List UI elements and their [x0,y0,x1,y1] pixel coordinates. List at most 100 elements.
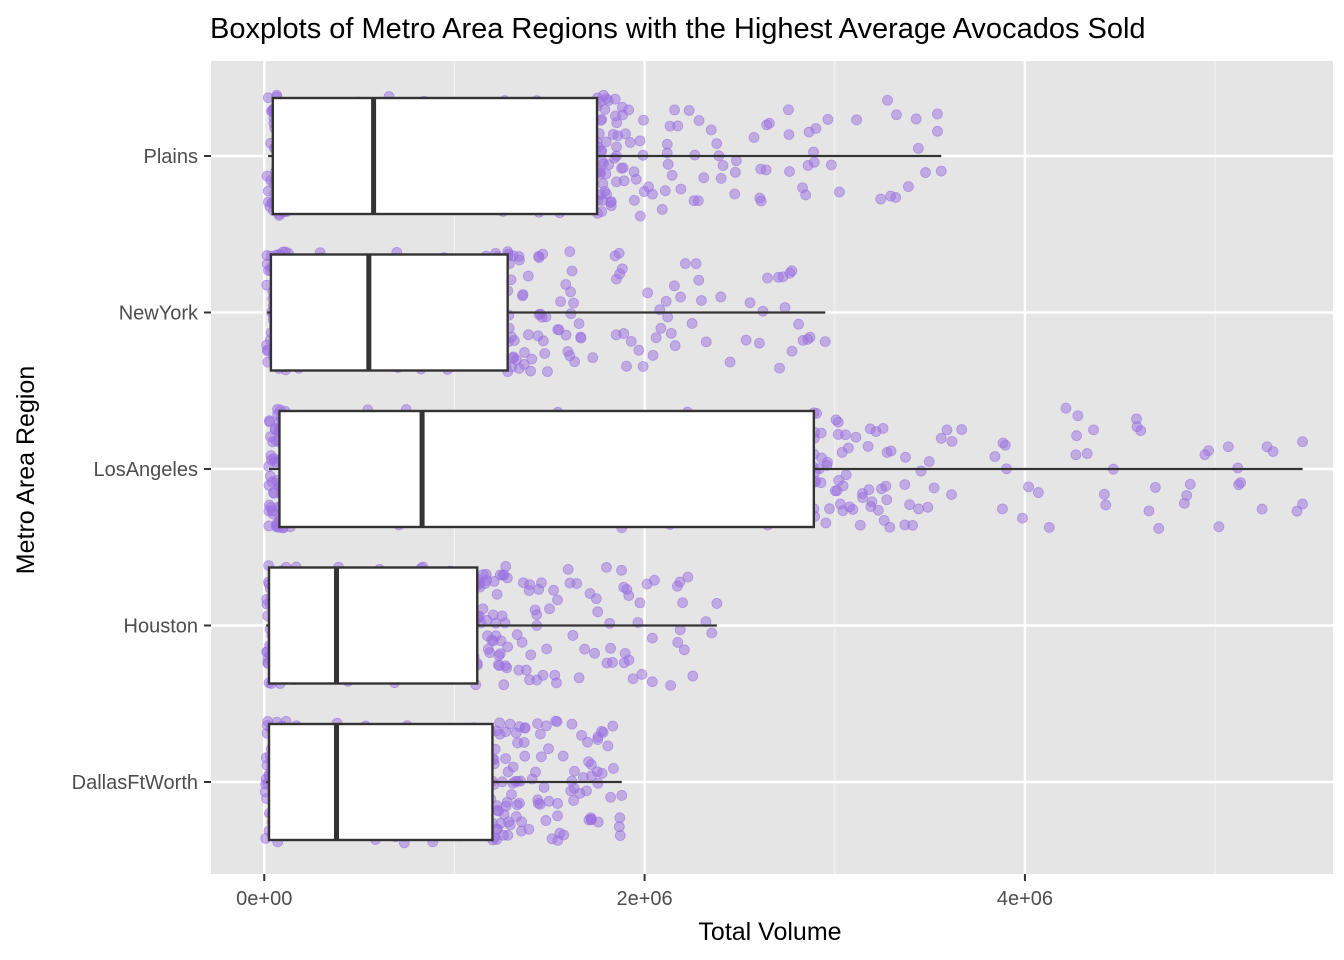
jitter-point [542,366,553,378]
jitter-point [552,798,563,809]
jitter-point [625,336,637,347]
jitter-point [514,797,525,809]
jitter-point [678,644,690,656]
jitter-point [700,616,712,628]
jitter-point [902,181,914,192]
jitter-point [566,718,578,730]
jitter-point [1267,446,1279,457]
jitter-point [711,598,723,609]
jitter-point [582,736,593,748]
jitter-point [549,669,561,681]
jitter-point [564,246,576,258]
jitter-point [989,451,1001,462]
jitter-point [864,423,876,435]
jitter-point [502,641,514,653]
jitter-point [878,515,890,526]
jitter-point [512,737,523,749]
jitter-point [1100,499,1112,511]
jitter-point [535,728,546,740]
jitter-point [540,720,552,732]
jitter-point [552,594,563,606]
jitter-point [576,729,587,741]
jitter-point [885,445,897,457]
jitter-point [508,351,519,363]
jitter-point [479,578,491,589]
jitter-point [498,809,510,820]
jitter-point [618,328,630,339]
jitter-point [641,578,653,590]
jitter-point [597,178,609,190]
jitter-point [536,577,547,589]
jitter-point [661,138,673,150]
jitter-point [1017,512,1028,524]
jitter-point [688,195,700,207]
jitter-point [573,672,585,684]
jitter-point [496,610,508,622]
jitter-point [679,258,691,269]
jitter-point [857,492,868,503]
jitter-point [618,581,630,593]
jitter-point [605,642,616,654]
jitter-point [669,340,681,352]
jitter-point [618,175,630,187]
jitter-point [1070,449,1082,461]
jitter-point [525,365,536,377]
box-iqr [267,566,479,685]
jitter-point [568,297,579,309]
jitter-point [946,489,957,501]
jitter-point [875,193,887,205]
jitter-point [683,104,695,116]
jitter-point [1081,448,1093,459]
jitter-point [555,296,566,307]
jitter-point [507,761,519,773]
jitter-point [715,173,727,184]
jitter-point [1153,523,1165,534]
jitter-point [757,305,769,317]
jitter-point [526,353,538,365]
jitter-point [666,169,678,181]
jitter-point [607,720,619,732]
jitter-point [1181,490,1193,501]
jitter-point [523,329,534,341]
box-iqr [267,722,494,842]
chart-title: Boxplots of Metro Area Regions with the … [210,13,1146,45]
jitter-point [569,356,580,368]
jitter-point [504,718,516,730]
jitter-point [591,766,603,778]
jitter-point [891,109,902,121]
jitter-point [628,194,640,206]
jitter-point [808,156,820,168]
jitter-point [500,660,511,672]
jitter-point [793,318,805,330]
jitter-point [630,173,642,185]
jitter-point [1235,477,1247,489]
jitter-point [1032,487,1044,498]
jitter-point [907,519,919,531]
jitter-point [516,636,528,648]
jitter-point [642,287,654,299]
jitter-point [1098,488,1110,500]
jitter-point [840,429,851,441]
jitter-point [815,477,827,489]
jitter-point [913,503,925,515]
jitter-point [696,295,707,306]
jitter-point [601,561,612,573]
jitter-point [592,777,604,789]
jitter-point [664,120,676,132]
jitter-point [935,165,947,177]
jitter-point [932,108,943,120]
jitter-point [1297,436,1308,448]
jitter-point [589,647,600,659]
jitter-point [1071,430,1083,442]
y-tick-label: Plains [144,146,198,168]
jitter-point [498,679,510,691]
jitter-point [519,750,531,762]
jitter-point [605,791,617,803]
jitter-point [729,166,741,178]
jitter-point [682,571,694,583]
y-axis-title: Metro Area Region [12,366,40,574]
jitter-point [482,630,493,642]
jitter-point [833,474,845,486]
jitter-point [829,485,841,497]
jitter-point [880,480,892,492]
